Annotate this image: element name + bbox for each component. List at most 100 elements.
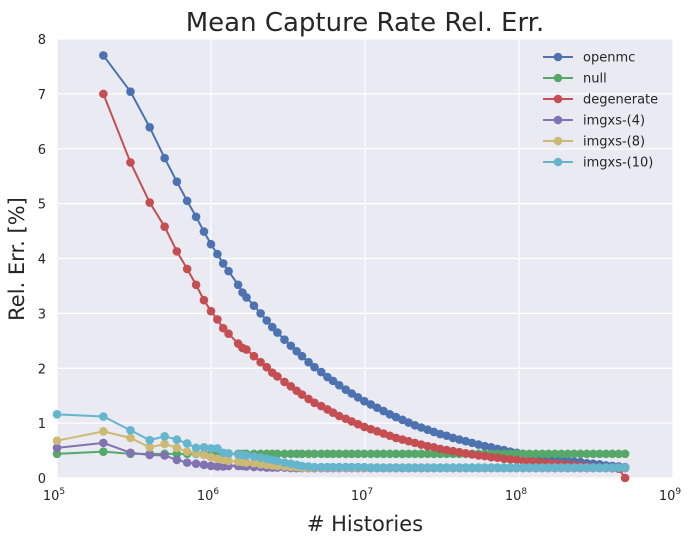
legend-marker [553,157,563,167]
data-point [557,463,566,472]
data-point [423,449,432,459]
data-point [182,458,192,467]
data-point [360,449,369,459]
data-point [366,400,376,409]
data-point [334,449,344,459]
data-point [191,280,201,290]
x-tick-exponent: 9 [675,487,681,497]
data-point [304,449,313,459]
data-point [160,153,169,163]
data-point [442,463,451,472]
data-point [160,432,169,441]
data-point [353,462,363,472]
data-point [99,51,108,60]
data-point [310,362,319,372]
data-point [360,396,369,406]
data-point [423,463,432,472]
data-point [126,87,135,96]
data-point [455,463,464,472]
data-point [366,463,376,472]
data-point [273,372,282,381]
data-point [280,458,289,467]
data-point [172,455,182,465]
data-point [160,451,169,460]
data-point [461,449,471,458]
y-tick-label: 5 [38,198,46,213]
data-point [435,444,445,454]
data-point [206,444,216,453]
data-point [410,463,420,472]
data-point [416,449,426,459]
data-point [99,412,108,421]
data-point [182,264,192,274]
x-tick-label: 105 [43,487,65,504]
legend-item: imgxs-(8) [543,135,645,150]
data-point [379,449,388,459]
data-point [310,398,319,408]
x-tick-labels: 105 106 107 108 109 [43,487,682,504]
data-point [442,445,451,455]
data-point [486,452,496,462]
data-point [429,449,439,459]
data-point [576,449,585,459]
data-point [213,315,222,324]
data-point [224,449,233,458]
data-point [493,453,502,463]
legend-item: openmc [543,51,635,66]
data-point [455,447,464,457]
data-point [614,449,624,459]
legend-label: openmc [583,51,635,66]
data-point [404,463,413,472]
data-point [304,357,313,367]
data-point [480,451,490,461]
data-point [328,449,338,459]
data-point [391,449,401,459]
data-point [224,329,233,338]
x-tick-exponent: 5 [59,487,65,497]
data-point [145,435,155,445]
data-point [398,463,407,472]
data-point [52,449,62,459]
legend-marker [553,115,563,125]
data-point [391,463,401,472]
data-point [242,293,251,302]
data-point [172,449,182,459]
data-point [588,463,598,472]
data-point [506,455,515,464]
data-point [614,463,624,472]
data-point [620,463,630,472]
data-point [366,449,376,459]
series-imgxs-(10) [52,410,630,472]
data-point [262,362,272,372]
data-point [499,463,509,472]
data-point [267,322,277,332]
legend-label: imgxs-(4) [583,114,645,129]
data-point [544,449,553,459]
data-point [224,266,233,276]
data-point [410,449,420,459]
data-point [280,377,289,387]
data-point [297,351,307,361]
data-point [206,461,216,471]
y-tick-label: 8 [38,33,46,48]
data-point [126,448,135,458]
data-point [242,345,251,354]
data-point [172,247,182,256]
data-point [242,451,251,460]
data-point [249,351,259,361]
data-point [249,458,259,468]
data-point [242,458,251,467]
y-tick-label: 1 [38,417,46,432]
y-tick-label: 3 [38,307,46,322]
data-point [316,367,326,377]
legend-item: degenerate [543,93,658,108]
data-point [182,439,192,448]
data-point [391,412,401,422]
data-point [213,249,222,259]
data-point [145,198,155,207]
data-point [569,463,579,472]
data-point [233,280,243,290]
data-point [435,463,445,472]
data-point [347,462,357,472]
data-point [404,449,413,459]
